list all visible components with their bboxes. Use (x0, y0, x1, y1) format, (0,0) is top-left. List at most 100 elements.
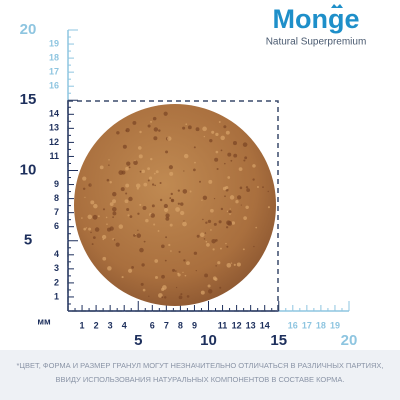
speck (151, 204, 155, 208)
speck (204, 232, 207, 234)
speck (189, 190, 192, 193)
speck (178, 250, 181, 253)
speck (211, 130, 215, 134)
speck (137, 212, 140, 215)
speck (207, 284, 211, 288)
ruler-label: 13 (246, 320, 256, 330)
ruler-label: 8 (178, 320, 183, 330)
ruler-label-large: 5 (24, 232, 32, 249)
speck (179, 210, 185, 216)
speck (245, 186, 249, 189)
speck (112, 199, 116, 204)
speck (252, 164, 256, 168)
speck (135, 183, 141, 188)
speck (267, 206, 270, 209)
speck (236, 195, 242, 200)
speck (215, 265, 217, 267)
speck (167, 136, 172, 141)
ruler-label: 13 (49, 123, 59, 133)
speck (194, 161, 196, 164)
speck (165, 236, 168, 239)
speck (183, 259, 186, 262)
speck (115, 242, 120, 247)
speck (150, 213, 155, 218)
speck (143, 182, 148, 187)
speck (148, 176, 153, 180)
speck (193, 251, 198, 255)
speck (207, 219, 212, 224)
speck (226, 210, 229, 213)
ruler-label: 17 (49, 67, 59, 77)
speck (147, 179, 150, 182)
speck (165, 150, 169, 154)
speck (230, 262, 233, 264)
speck (88, 227, 92, 231)
speck (82, 176, 87, 181)
speck (125, 166, 129, 171)
speck (84, 196, 86, 198)
speck (112, 206, 117, 212)
ruler-label-large: 20 (20, 21, 37, 38)
ruler-label: 12 (232, 320, 242, 330)
speck (168, 243, 171, 247)
speck (225, 186, 229, 190)
speck (138, 154, 143, 159)
speck (128, 268, 133, 273)
speck (218, 121, 221, 124)
speck (139, 130, 142, 134)
speck (199, 232, 205, 238)
speck (177, 202, 181, 205)
speck (132, 120, 137, 125)
ruler-label: 16 (288, 320, 298, 330)
speck (164, 207, 169, 213)
speck (118, 224, 124, 229)
ruler-label: 2 (54, 277, 59, 287)
speck (137, 229, 139, 231)
speck (125, 129, 128, 132)
speck (184, 274, 187, 277)
speck (150, 157, 153, 161)
speck (88, 183, 92, 187)
speck (124, 199, 129, 204)
speck (196, 234, 200, 238)
ruler-label: 12 (49, 137, 59, 147)
speck (220, 135, 225, 141)
speck (255, 226, 258, 229)
speck (226, 245, 229, 248)
speck (195, 127, 200, 132)
speck (183, 153, 189, 159)
disclaimer-line: *ЦВЕТ, ФОРМА И РАЗМЕР ГРАНУЛ МОГУТ НЕЗНА… (17, 361, 384, 370)
speck (207, 289, 213, 294)
speck (101, 234, 107, 240)
speck (171, 199, 174, 202)
speck (118, 170, 124, 176)
speck (139, 203, 142, 206)
speck (157, 230, 160, 232)
speck (206, 243, 210, 247)
ruler-label-large: 5 (134, 332, 142, 349)
ruler-label: 1 (54, 291, 59, 301)
ruler-label: 6 (150, 320, 155, 330)
speck (105, 216, 108, 219)
speck (121, 276, 124, 279)
speck (161, 244, 165, 249)
speck (108, 159, 110, 161)
speck (139, 247, 144, 253)
speck (177, 189, 180, 192)
speck (210, 208, 214, 213)
ruler-label: 1 (80, 320, 85, 330)
speck (137, 146, 142, 150)
speck (92, 214, 98, 220)
speck (164, 296, 167, 299)
speck (83, 227, 87, 231)
speck (158, 293, 163, 298)
speck (112, 191, 117, 197)
speck (113, 239, 116, 241)
speck (140, 282, 144, 286)
speck (81, 217, 83, 219)
speck (229, 195, 235, 200)
ruler-label: 19 (330, 320, 340, 330)
speck (223, 125, 227, 129)
speck (217, 261, 221, 265)
